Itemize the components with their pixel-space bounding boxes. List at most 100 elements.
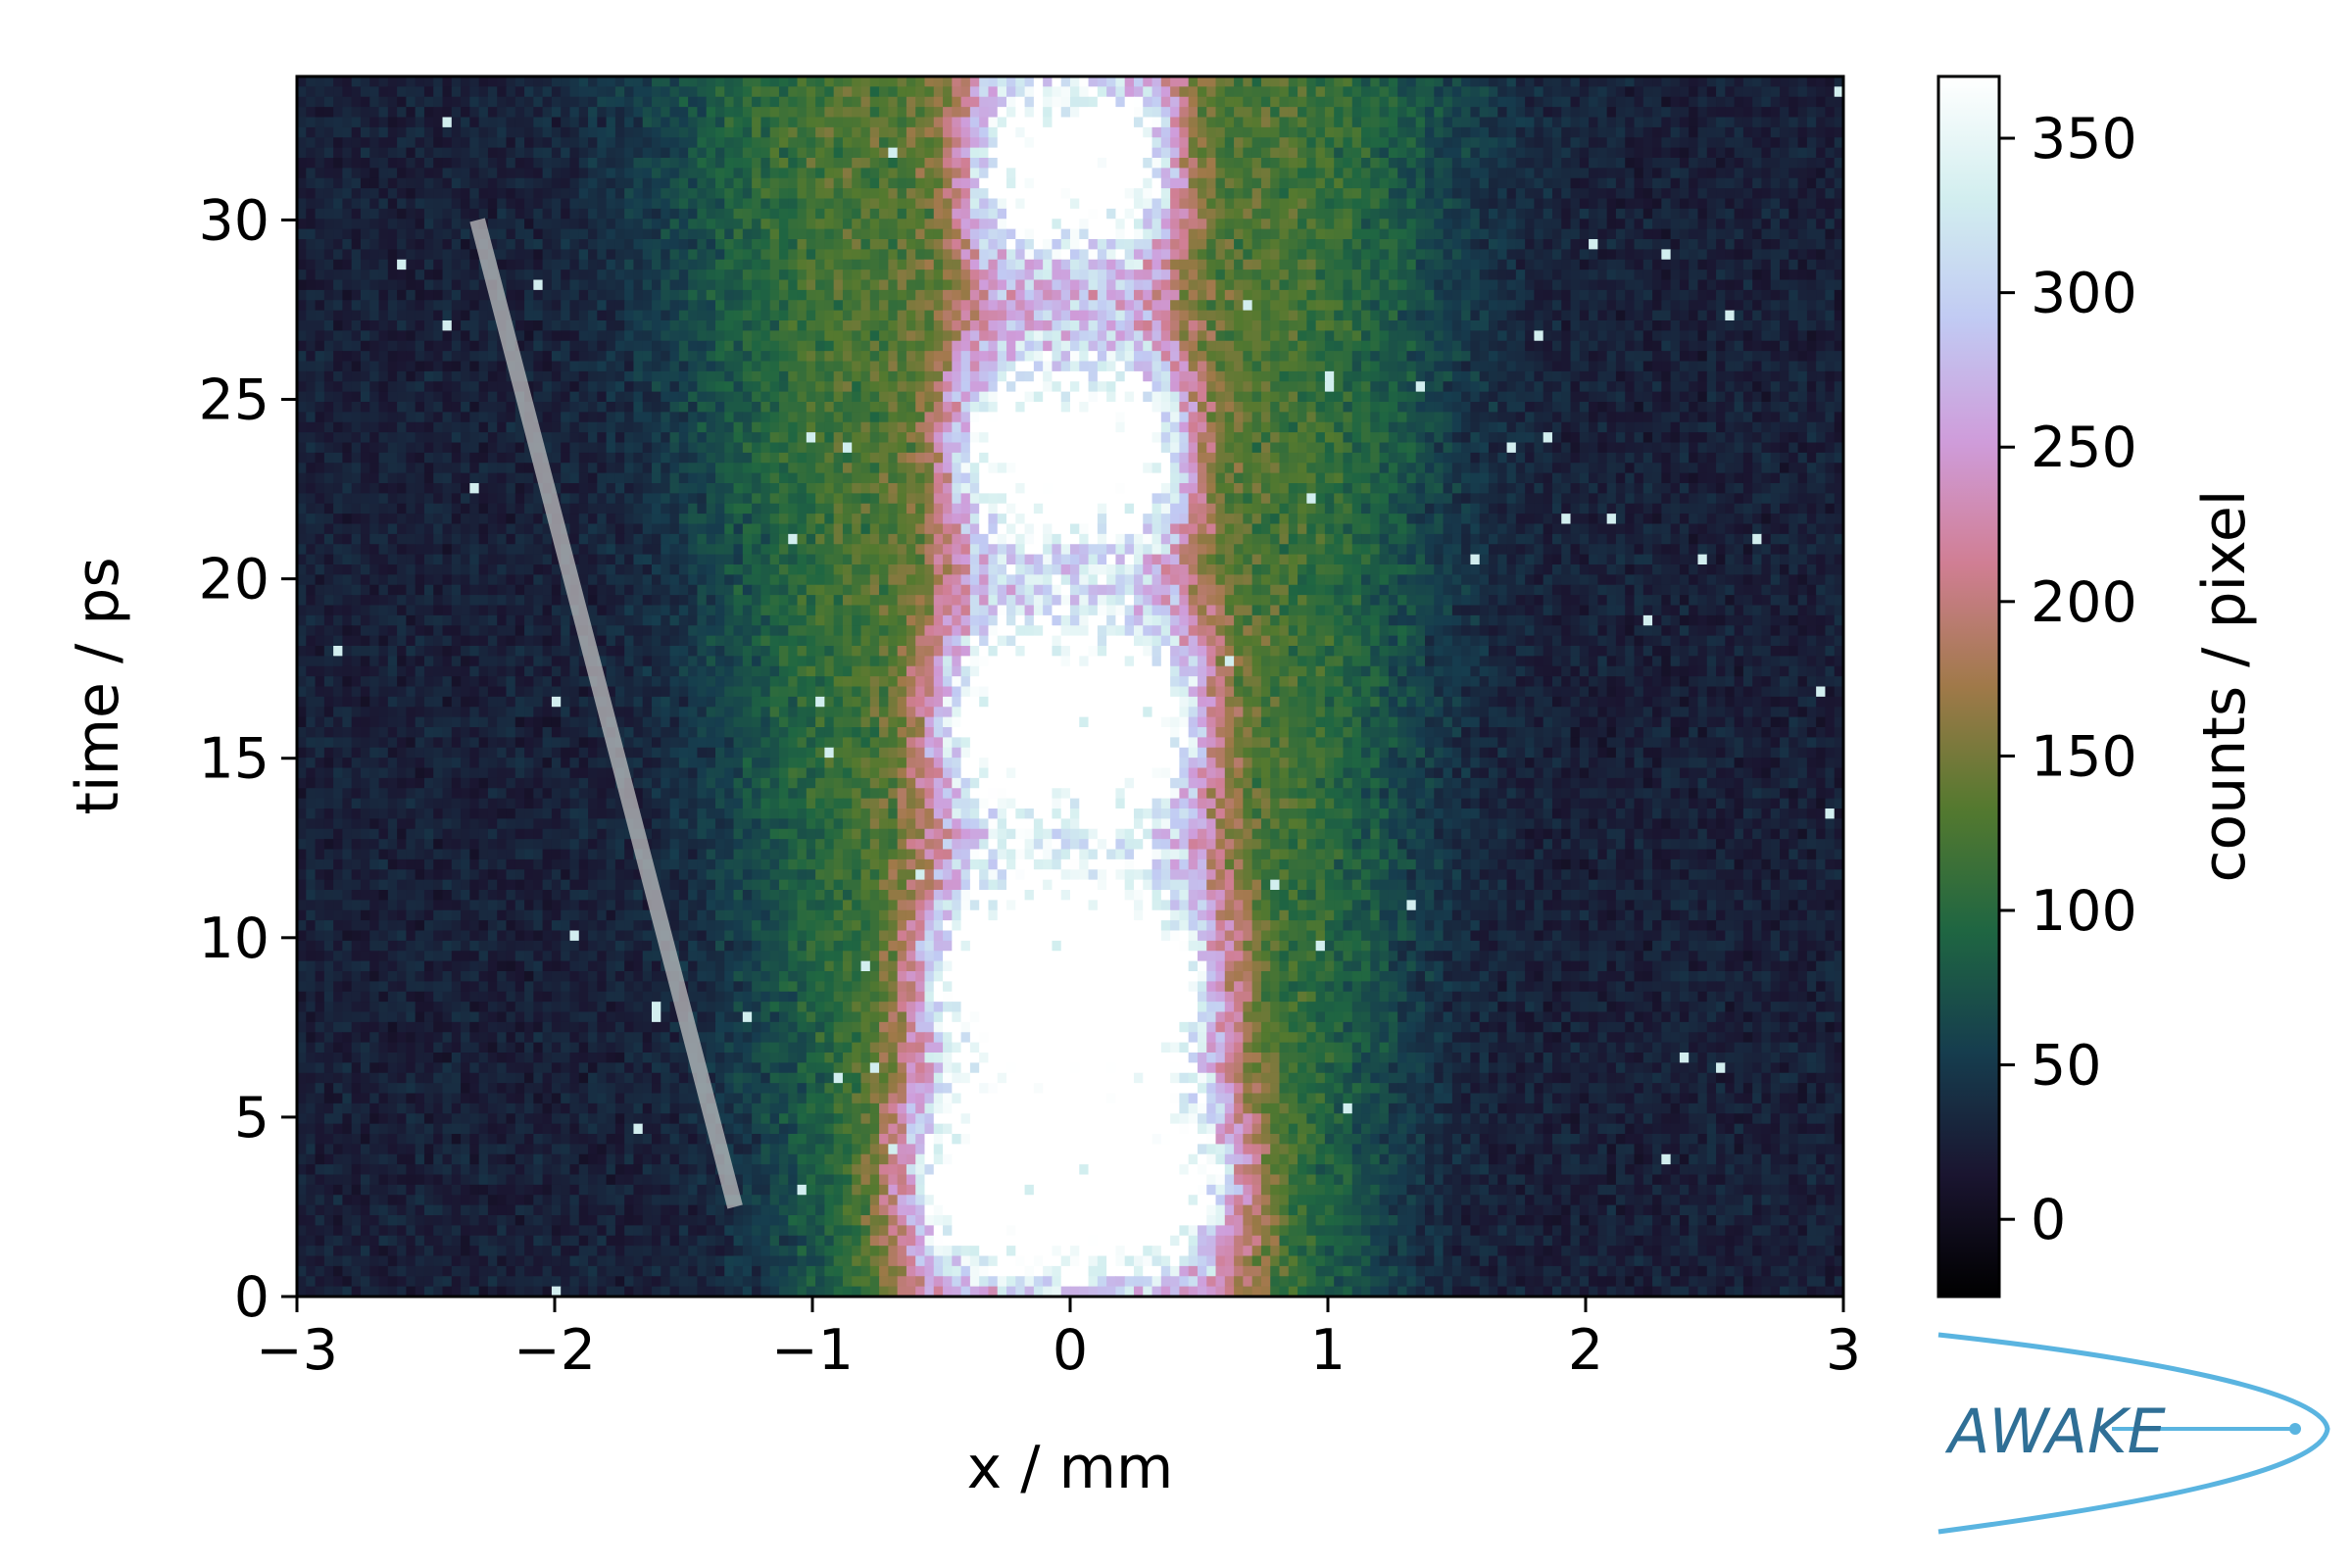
heatmap-cell	[561, 208, 571, 220]
heatmap-cell	[1470, 320, 1481, 331]
heatmap-cell	[1079, 289, 1090, 301]
heatmap-cell	[852, 76, 862, 87]
heatmap-cell	[1470, 279, 1481, 291]
heatmap-cell	[1661, 289, 1672, 301]
heatmap-cell	[652, 177, 662, 189]
heatmap-cell	[943, 239, 953, 250]
heatmap-cell	[1015, 330, 1026, 342]
heatmap-cell	[1097, 228, 1107, 240]
heatmap-cell	[824, 126, 835, 138]
heatmap-cell	[442, 239, 453, 250]
heatmap-cell	[1188, 330, 1199, 342]
heatmap-cell	[1679, 270, 1690, 281]
heatmap-cell	[1689, 177, 1699, 189]
heatmap-cell	[442, 96, 453, 108]
heatmap-cell	[1260, 86, 1271, 98]
heatmap-cell	[778, 188, 789, 200]
heatmap-cell	[442, 76, 453, 87]
heatmap-cell	[1133, 96, 1144, 108]
heatmap-cell	[724, 177, 735, 189]
heatmap-cell	[1543, 310, 1553, 321]
heatmap-cell	[806, 320, 816, 331]
heatmap-cell	[1415, 96, 1426, 108]
heatmap-cell	[1825, 340, 1836, 352]
heatmap-cell	[1788, 96, 1799, 108]
heatmap-cell	[906, 219, 916, 230]
heatmap-cell	[397, 188, 407, 200]
heatmap-cell	[333, 126, 344, 138]
heatmap-cell	[960, 289, 971, 301]
heatmap-cell	[1170, 259, 1180, 270]
heatmap-cell	[551, 158, 562, 169]
heatmap-cell	[606, 96, 616, 108]
heatmap-cell	[760, 228, 771, 240]
heatmap-cell	[1561, 168, 1572, 179]
heatmap-cell	[969, 300, 980, 312]
heatmap-cell	[1634, 310, 1644, 321]
heatmap-cell	[442, 177, 453, 189]
heatmap-cell	[1006, 117, 1016, 128]
heatmap-cell	[578, 188, 589, 200]
heatmap-cell	[706, 228, 716, 240]
heatmap-cell	[614, 320, 625, 331]
heatmap-cell	[323, 177, 334, 189]
heatmap-cell	[1315, 137, 1326, 149]
heatmap-cell	[378, 188, 389, 200]
heatmap-cell	[1497, 208, 1508, 220]
heatmap-cell	[806, 361, 816, 372]
heatmap-cell	[952, 168, 962, 179]
heatmap-cell	[1606, 228, 1617, 240]
heatmap-cell	[1370, 279, 1381, 291]
heatmap-cell	[842, 188, 853, 200]
heatmap-cell	[933, 289, 944, 301]
heatmap-cell	[969, 289, 980, 301]
heatmap-cell	[797, 310, 808, 321]
heatmap-cell	[724, 137, 735, 149]
heatmap-cell	[1298, 310, 1307, 321]
heatmap-cell	[551, 86, 562, 98]
heatmap-cell	[433, 147, 444, 159]
heatmap-cell	[506, 177, 516, 189]
heatmap-cell	[561, 76, 571, 87]
heatmap-cell	[578, 249, 589, 261]
heatmap-cell	[1761, 188, 1772, 200]
heatmap-cell	[1097, 86, 1107, 98]
heatmap-cell	[1725, 177, 1736, 189]
heatmap-cell	[642, 340, 653, 352]
heatmap-cell	[1661, 239, 1672, 250]
heatmap-cell	[1742, 168, 1753, 179]
heatmap-cell	[351, 96, 362, 108]
heatmap-cell	[387, 76, 398, 87]
heatmap-cell	[1470, 158, 1481, 169]
heatmap-cell	[1652, 361, 1662, 372]
heatmap-cell	[1806, 168, 1817, 179]
heatmap-cell	[1260, 168, 1271, 179]
heatmap-cell	[1251, 168, 1262, 179]
heatmap-cell	[1543, 76, 1553, 87]
heatmap-cell	[1270, 259, 1281, 270]
heatmap-cell	[1243, 188, 1253, 200]
heatmap-cell	[733, 330, 744, 342]
heatmap-cell	[1388, 137, 1398, 149]
heatmap-cell	[860, 370, 871, 382]
heatmap-cell	[1370, 270, 1381, 281]
heatmap-cell	[833, 289, 844, 301]
heatmap-cell	[915, 158, 926, 169]
heatmap-cell	[1015, 270, 1026, 281]
heatmap-cell	[733, 198, 744, 210]
heatmap-cell	[933, 158, 944, 169]
heatmap-cell	[1397, 107, 1408, 119]
heatmap-cell	[551, 289, 562, 301]
heatmap-cell	[969, 158, 980, 169]
heatmap-cell	[1351, 198, 1362, 210]
heatmap-cell	[879, 249, 889, 261]
heatmap-cell	[369, 361, 380, 372]
heatmap-cell	[1334, 361, 1345, 372]
heatmap-cell	[1306, 117, 1317, 128]
heatmap-cell	[1561, 249, 1572, 261]
heatmap-cell	[1788, 147, 1799, 159]
heatmap-cell	[678, 208, 689, 220]
heatmap-cell	[442, 320, 453, 331]
heatmap-cell	[1215, 228, 1226, 240]
heatmap-cell	[297, 361, 307, 372]
